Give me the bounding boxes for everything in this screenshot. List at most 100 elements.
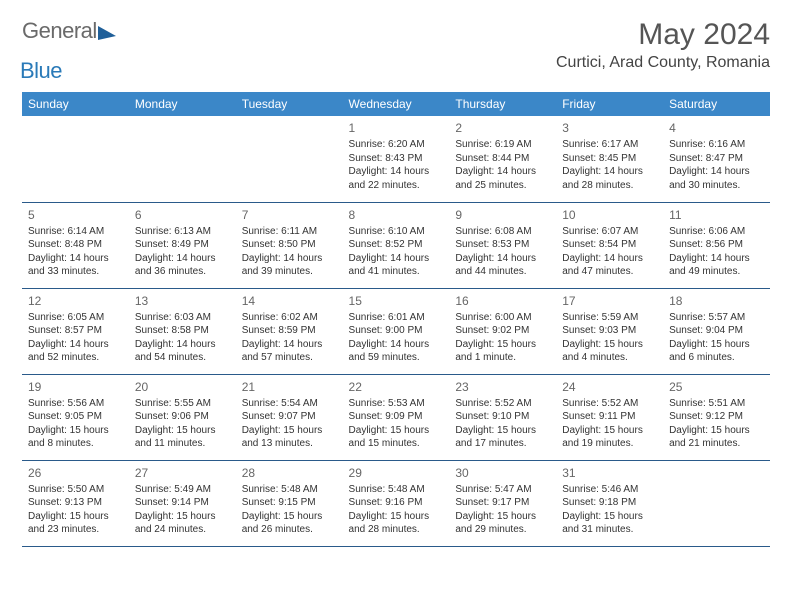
calendar-cell: 17 Sunrise: 5:59 AMSunset: 9:03 PMDayligh…	[556, 288, 663, 374]
day-number: 7	[242, 207, 337, 223]
daylight-text: Daylight: 14 hours	[562, 252, 657, 266]
day-number: 1	[349, 120, 444, 136]
calendar-cell: 5Sunrise: 6:14 AMSunset: 8:48 PMDaylight…	[22, 202, 129, 288]
calendar-cell: 12Sunrise: 6:05 AMSunset: 8:57 PMDayligh…	[22, 288, 129, 374]
sunset-text: Sunset: 9:03 PM	[562, 324, 657, 338]
daylight-text: Daylight: 15 hours	[455, 510, 550, 524]
sunrise-text: Sunrise: 6:13 AM	[135, 225, 230, 239]
day-number: 23	[455, 379, 550, 395]
daylight-text: and 36 minutes.	[135, 265, 230, 279]
daylight-text: Daylight: 14 hours	[562, 165, 657, 179]
calendar-cell: 29Sunrise: 5:48 AMSunset: 9:16 PMDayligh…	[343, 460, 450, 546]
day-header: Monday	[129, 92, 236, 116]
sunset-text: Sunset: 9:07 PM	[242, 410, 337, 424]
calendar-cell: 4Sunrise: 6:16 AMSunset: 8:47 PMDaylight…	[663, 116, 770, 202]
daylight-text: Daylight: 14 hours	[669, 252, 764, 266]
sunset-text: Sunset: 8:59 PM	[242, 324, 337, 338]
day-number: 15	[349, 293, 444, 309]
calendar-cell: 16Sunrise: 6:00 AMSunset: 9:02 PMDayligh…	[449, 288, 556, 374]
daylight-text: and 1 minute.	[455, 351, 550, 365]
sunrise-text: Sunrise: 5:59 AM	[562, 311, 657, 325]
day-number: 2	[455, 120, 550, 136]
day-number: 20	[135, 379, 230, 395]
day-number: 21	[242, 379, 337, 395]
daylight-text: and 29 minutes.	[455, 523, 550, 537]
sunset-text: Sunset: 9:18 PM	[562, 496, 657, 510]
daylight-text: Daylight: 15 hours	[669, 338, 764, 352]
sunset-text: Sunset: 9:10 PM	[455, 410, 550, 424]
calendar-cell: 13Sunrise: 6:03 AMSunset: 8:58 PMDayligh…	[129, 288, 236, 374]
daylight-text: Daylight: 14 hours	[455, 165, 550, 179]
sunset-text: Sunset: 9:06 PM	[135, 410, 230, 424]
sunset-text: Sunset: 9:12 PM	[669, 410, 764, 424]
day-number: 31	[562, 465, 657, 481]
calendar-cell: 15Sunrise: 6:01 AMSunset: 9:00 PMDayligh…	[343, 288, 450, 374]
daylight-text: Daylight: 14 hours	[669, 165, 764, 179]
day-number: 9	[455, 207, 550, 223]
daylight-text: and 19 minutes.	[562, 437, 657, 451]
daylight-text: Daylight: 15 hours	[562, 338, 657, 352]
daylight-text: Daylight: 15 hours	[349, 424, 444, 438]
logo-text-block: General Blue	[22, 18, 116, 84]
sunset-text: Sunset: 8:47 PM	[669, 152, 764, 166]
sunrise-text: Sunrise: 5:56 AM	[28, 397, 123, 411]
calendar-cell: 6Sunrise: 6:13 AMSunset: 8:49 PMDaylight…	[129, 202, 236, 288]
daylight-text: and 57 minutes.	[242, 351, 337, 365]
daylight-text: and 41 minutes.	[349, 265, 444, 279]
daylight-text: and 31 minutes.	[562, 523, 657, 537]
sunset-text: Sunset: 9:05 PM	[28, 410, 123, 424]
sunset-text: Sunset: 8:49 PM	[135, 238, 230, 252]
calendar-cell: 19Sunrise: 5:56 AMSunset: 9:05 PMDayligh…	[22, 374, 129, 460]
day-number: 16	[455, 293, 550, 309]
calendar-cell: 31Sunrise: 5:46 AMSunset: 9:18 PMDayligh…	[556, 460, 663, 546]
month-title: May 2024	[556, 18, 770, 52]
daylight-text: Daylight: 14 hours	[135, 338, 230, 352]
calendar-cell: 30Sunrise: 5:47 AMSunset: 9:17 PMDayligh…	[449, 460, 556, 546]
logo: General Blue	[22, 18, 116, 84]
daylight-text: Daylight: 15 hours	[28, 424, 123, 438]
sunset-text: Sunset: 8:45 PM	[562, 152, 657, 166]
sunset-text: Sunset: 8:52 PM	[349, 238, 444, 252]
day-header: Friday	[556, 92, 663, 116]
calendar-week-row: 12Sunrise: 6:05 AMSunset: 8:57 PMDayligh…	[22, 288, 770, 374]
daylight-text: and 54 minutes.	[135, 351, 230, 365]
calendar-cell-empty	[236, 116, 343, 202]
day-number: 30	[455, 465, 550, 481]
daylight-text: Daylight: 14 hours	[28, 338, 123, 352]
daylight-text: Daylight: 15 hours	[455, 338, 550, 352]
day-number: 3	[562, 120, 657, 136]
daylight-text: Daylight: 14 hours	[349, 165, 444, 179]
day-number: 27	[135, 465, 230, 481]
day-number: 17	[562, 293, 657, 309]
sunset-text: Sunset: 8:48 PM	[28, 238, 123, 252]
sunset-text: Sunset: 8:44 PM	[455, 152, 550, 166]
daylight-text: Daylight: 15 hours	[669, 424, 764, 438]
day-header: Saturday	[663, 92, 770, 116]
daylight-text: and 25 minutes.	[455, 179, 550, 193]
sunset-text: Sunset: 9:04 PM	[669, 324, 764, 338]
daylight-text: Daylight: 14 hours	[349, 252, 444, 266]
calendar-week-row: 1Sunrise: 6:20 AMSunset: 8:43 PMDaylight…	[22, 116, 770, 202]
calendar-body: 1Sunrise: 6:20 AMSunset: 8:43 PMDaylight…	[22, 116, 770, 546]
header-right: May 2024 Curtici, Arad County, Romania	[556, 18, 770, 72]
sunset-text: Sunset: 9:17 PM	[455, 496, 550, 510]
daylight-text: and 17 minutes.	[455, 437, 550, 451]
calendar-cell: 23Sunrise: 5:52 AMSunset: 9:10 PMDayligh…	[449, 374, 556, 460]
day-number: 22	[349, 379, 444, 395]
calendar-cell-empty	[663, 460, 770, 546]
sunrise-text: Sunrise: 6:02 AM	[242, 311, 337, 325]
day-header: Tuesday	[236, 92, 343, 116]
daylight-text: and 4 minutes.	[562, 351, 657, 365]
calendar-week-row: 5Sunrise: 6:14 AMSunset: 8:48 PMDaylight…	[22, 202, 770, 288]
daylight-text: and 39 minutes.	[242, 265, 337, 279]
sunrise-text: Sunrise: 6:14 AM	[28, 225, 123, 239]
sunrise-text: Sunrise: 5:48 AM	[349, 483, 444, 497]
sunset-text: Sunset: 8:56 PM	[669, 238, 764, 252]
sunrise-text: Sunrise: 6:11 AM	[242, 225, 337, 239]
sunset-text: Sunset: 8:58 PM	[135, 324, 230, 338]
daylight-text: Daylight: 14 hours	[242, 252, 337, 266]
day-number: 12	[28, 293, 123, 309]
page-header: General Blue May 2024 Curtici, Arad Coun…	[22, 18, 770, 84]
sunrise-text: Sunrise: 6:08 AM	[455, 225, 550, 239]
daylight-text: and 33 minutes.	[28, 265, 123, 279]
